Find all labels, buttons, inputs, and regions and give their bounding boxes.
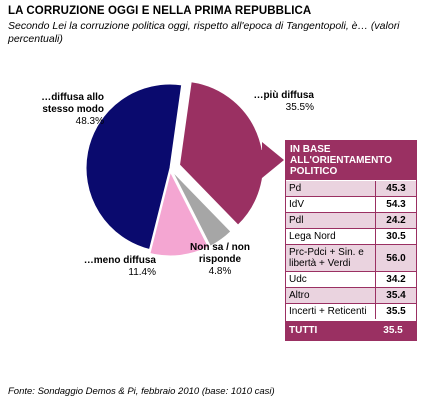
chart-title: LA CORRUZIONE OGGI E NELLA PRIMA REPUBBL… [8, 5, 312, 17]
slice-piu-diffusa [178, 81, 265, 226]
slice-label-meno-diffusa: …meno diffusa 11.4% [83, 255, 156, 278]
panel-row-name: Udc [286, 272, 375, 287]
chart-subtitle: Secondo Lei la corruzione politica oggi,… [8, 20, 400, 45]
panel-row-name: Incerti + Reticenti [286, 304, 375, 319]
panel-row: Pdl 24.2 [286, 212, 416, 228]
panel-row-name: Prc-Pdci + Sin. e libertà + Verdi [286, 245, 375, 271]
panel-row: Udc 34.2 [286, 271, 416, 287]
panel-row-value: 24.2 [375, 213, 416, 228]
slice-label-non-sa: Non sa / non risponde 4.8% [190, 242, 250, 277]
panel-row-name: Pd [286, 181, 375, 196]
panel-row-name: Altro [286, 288, 375, 303]
panel-row-name: IdV [286, 197, 375, 212]
orientation-panel: IN BASE ALL'ORIENTAMENTO POLITICO Pd 45.3… [285, 140, 417, 341]
slice-label-stesso-modo: …diffusa allo stesso modo 48.3% [41, 92, 104, 127]
panel-total-row: TUTTI 35.5 [286, 319, 416, 340]
panel-total-name: TUTTI [286, 321, 369, 340]
panel-table: Pd 45.3 IdV 54.3 Pdl 24.2 Lega Nord 30.5 Prc-Pdc… [286, 181, 416, 319]
panel-row: IdV 54.3 [286, 196, 416, 212]
panel-row: Incerti + Reticenti 35.5 [286, 303, 416, 319]
panel-row: Pd 45.3 [286, 181, 416, 196]
source-note: Fonte: Sondaggio Demos & Pi, febbraio 20… [8, 386, 275, 397]
panel-row-value: 35.5 [375, 304, 416, 319]
panel-row-value: 30.5 [375, 229, 416, 244]
slice-label-piu-diffusa: …più diffusa 35.5% [253, 90, 314, 113]
panel-row-value: 34.2 [375, 272, 416, 287]
panel-row: Lega Nord 30.5 [286, 228, 416, 244]
panel-row-name: Lega Nord [286, 229, 375, 244]
arrow-shape [250, 142, 284, 178]
panel-row: Altro 35.4 [286, 287, 416, 303]
panel-row-name: Pdl [286, 213, 375, 228]
slice-meno-diffusa [149, 170, 210, 257]
panel-row-value: 54.3 [375, 197, 416, 212]
panel-row: Prc-Pdci + Sin. e libertà + Verdi 56.0 [286, 244, 416, 271]
panel-row-value: 35.4 [375, 288, 416, 303]
panel-row-value: 56.0 [375, 245, 416, 271]
panel-title: IN BASE ALL'ORIENTAMENTO POLITICO [286, 141, 416, 181]
slice-stesso-modo [85, 83, 183, 251]
slice-non-sa [171, 170, 232, 247]
panel-row-value: 45.3 [375, 181, 416, 196]
panel-total-value: 35.5 [369, 321, 416, 340]
